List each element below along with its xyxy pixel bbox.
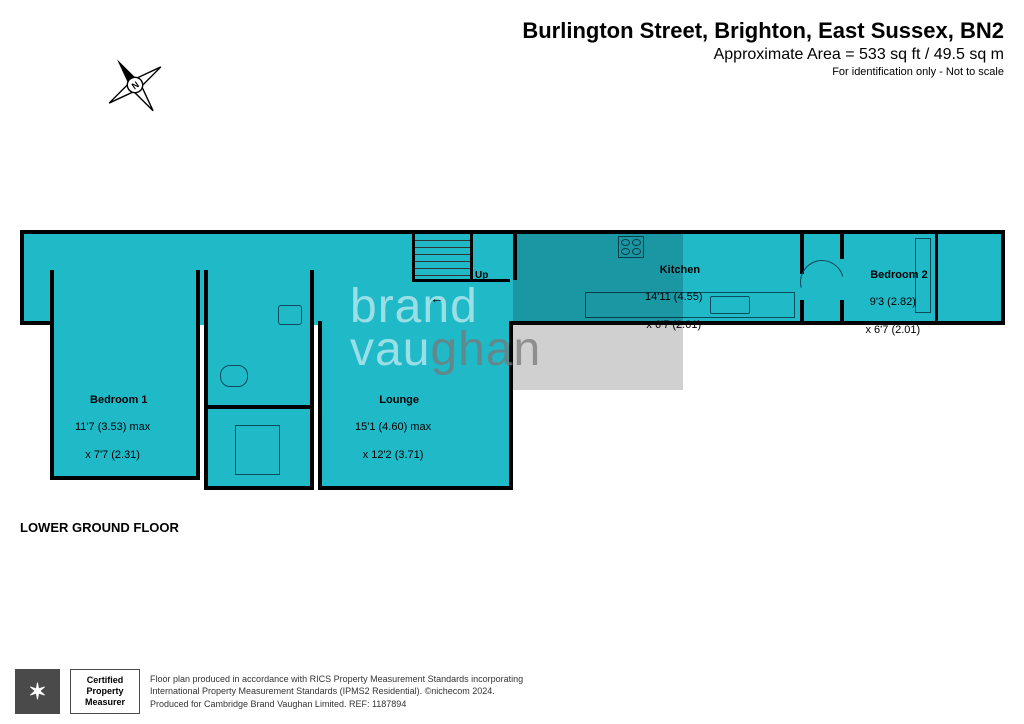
shower-icon xyxy=(235,425,280,475)
scale-note: For identification only - Not to scale xyxy=(522,66,1004,78)
up-label: Up xyxy=(475,270,488,281)
rics-icon: ✶ xyxy=(28,679,46,705)
floor-label: LOWER GROUND FLOOR xyxy=(20,520,179,535)
wall xyxy=(800,300,804,321)
footer: ✶ Certified Property Measurer Floor plan… xyxy=(15,669,523,714)
label-bedroom2: Bedroom 2 9'3 (2.82) x 6'7 (2.01) xyxy=(858,255,928,351)
cert-badge: Certified Property Measurer xyxy=(70,669,140,714)
stairs xyxy=(415,234,470,279)
wall xyxy=(20,321,50,325)
fill xyxy=(318,234,322,321)
toilet-icon xyxy=(220,365,248,387)
page-title: Burlington Street, Brighton, East Sussex… xyxy=(522,18,1004,44)
wall xyxy=(412,234,415,282)
rics-badge: ✶ xyxy=(15,669,60,714)
wall xyxy=(412,279,510,282)
label-lounge: Lounge 15'1 (4.60) max x 12'2 (3.71) xyxy=(355,380,431,476)
wall xyxy=(935,234,938,321)
footer-text: Floor plan produced in accordance with R… xyxy=(150,673,523,709)
wall xyxy=(840,300,844,321)
fill xyxy=(54,321,196,329)
header: Burlington Street, Brighton, East Sussex… xyxy=(522,18,1004,78)
floor-plan: Up ← brand vaughan Bedroom 1 11'7 (3.53)… xyxy=(20,230,1005,490)
area-text: Approximate Area = 533 sq ft / 49.5 sq m xyxy=(522,46,1004,64)
wall xyxy=(470,234,473,282)
basin-icon xyxy=(278,305,302,325)
arrow-icon: ← xyxy=(430,290,444,306)
label-kitchen: Kitchen 14'11 (4.55) x 6'7 (2.01) xyxy=(645,250,703,346)
wall xyxy=(840,234,844,259)
compass-icon: N xyxy=(100,50,170,120)
wall xyxy=(208,405,310,409)
sink-icon xyxy=(710,296,750,314)
label-bedroom1: Bedroom 1 11'7 (3.53) max x 7'7 (2.31) xyxy=(75,380,150,476)
